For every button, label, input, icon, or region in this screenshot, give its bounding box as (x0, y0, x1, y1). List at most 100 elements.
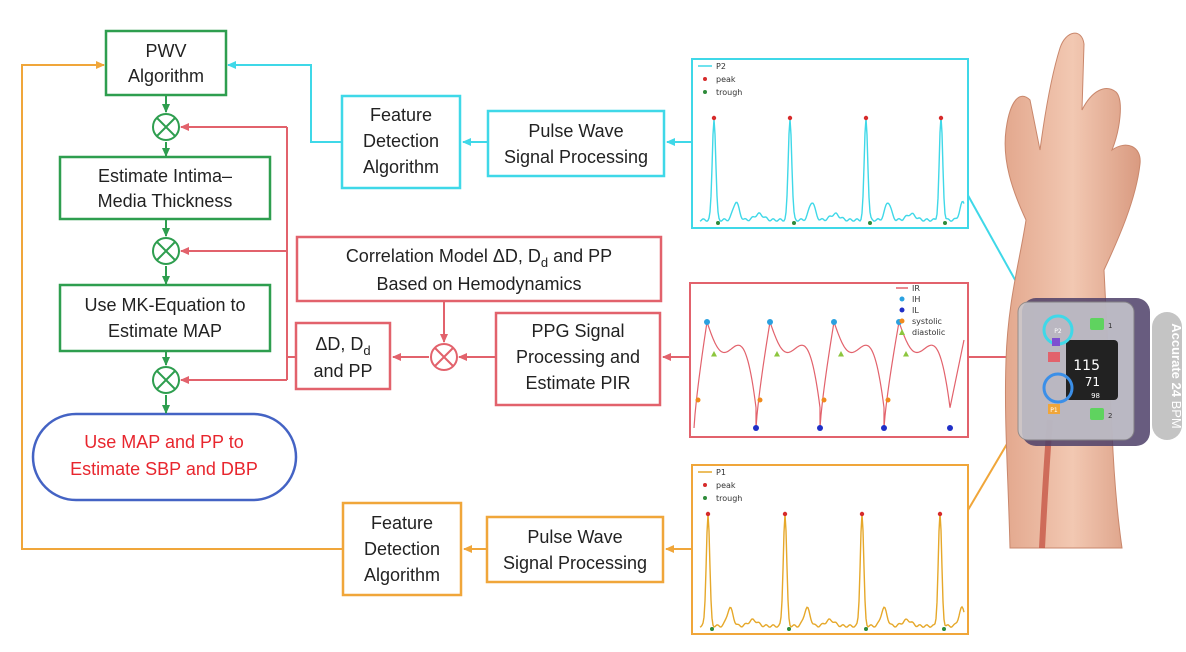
ih-marker (831, 319, 837, 325)
device-reading-3: 98 (1091, 392, 1100, 400)
il-marker (881, 425, 887, 431)
p1-legend-peak: peak (716, 481, 736, 490)
correlation-model-line1: Correlation Model ΔD, Dd and PP (346, 246, 612, 270)
top-feature-detection-line2: Detection (363, 131, 439, 151)
diastolic-marker (838, 351, 844, 357)
p2-markers (711, 115, 947, 225)
top-feature-detection-line3: Algorithm (363, 157, 439, 177)
diastolic-marker (903, 351, 909, 357)
trough-marker (716, 221, 720, 225)
top-signal-processing-line1: Pulse Wave (528, 121, 623, 141)
multiply-node-3 (152, 366, 180, 394)
p2-legend-peak: peak (716, 75, 736, 84)
mk-equation-line1: Use MK-Equation to (84, 295, 245, 315)
trough-marker (943, 221, 947, 225)
top-signal-processing-box: Pulse Wave Signal Processing (486, 109, 666, 178)
ppg-processing-line3: Estimate PIR (525, 373, 630, 393)
systolic-marker (821, 397, 827, 403)
accurate-badge-bold: Accurate 24 (1169, 323, 1184, 397)
correlation-model-subscript: d (541, 255, 548, 270)
accurate-badge: Accurate 24 BPM (1152, 312, 1184, 440)
estimate-imt-line1: Estimate Intima– (98, 166, 232, 186)
sensor-label-p2: P2 (1054, 328, 1062, 335)
trough-marker (710, 627, 714, 631)
multiply-node-2 (152, 237, 180, 265)
peak-marker (859, 511, 865, 517)
final-estimate-line1: Use MAP and PP to (84, 432, 243, 452)
ppg-legend-diastolic: diastolic (912, 328, 945, 337)
ih-marker (704, 319, 710, 325)
p2-waveform-line (699, 116, 965, 223)
accurate-badge-unit: BPM (1169, 397, 1184, 429)
ppg-waveform-line (693, 319, 965, 429)
dd-pp-box: ΔD, Dd and PP (294, 321, 392, 391)
hand-illustration (1004, 32, 1141, 549)
ppg-markers (695, 319, 953, 431)
mk-equation-line2: Estimate MAP (108, 321, 222, 341)
bottom-signal-processing-line1: Pulse Wave (527, 527, 622, 547)
trough-marker (942, 627, 946, 631)
estimate-imt-box: Estimate Intima– Media Thickness (58, 155, 272, 221)
trough-marker (868, 221, 872, 225)
wrist-device: 115 71 98 P2 P1 1 2 (1017, 298, 1150, 446)
peak-marker (705, 511, 711, 517)
ih-marker (767, 319, 773, 325)
dd-pp-line1: ΔD, Dd (315, 334, 370, 358)
device-reading-1: 115 (1073, 358, 1100, 374)
peak-marker (711, 115, 717, 121)
device-reading-2: 71 (1085, 375, 1100, 389)
bottom-feature-detection-line2: Detection (364, 539, 440, 559)
bottom-feature-detection-line1: Feature (371, 513, 433, 533)
top-signal-processing-line2: Signal Processing (504, 147, 648, 167)
correlation-model-prefix: Correlation Model ΔD, D (346, 246, 541, 266)
correlation-model-line2: Based on Hemodynamics (376, 274, 581, 294)
estimate-imt-line2: Media Thickness (98, 191, 233, 211)
dd-pp-prefix: ΔD, D (315, 334, 363, 354)
p2-legend-trough: trough (716, 88, 742, 97)
top-feature-detection-box: Feature Detection Algorithm (340, 94, 462, 190)
ppg-processing-line2: Processing and (516, 347, 640, 367)
bottom-feature-detection-line3: Algorithm (364, 565, 440, 585)
pwv-algorithm-line1: PWV (145, 41, 186, 61)
systolic-marker (885, 397, 891, 403)
ppg-processing-box: PPG Signal Processing and Estimate PIR (494, 311, 662, 407)
sensor-label-2: 2 (1108, 412, 1112, 420)
ppg-legend-ir: IR (912, 284, 920, 293)
ppg-processing-line1: PPG Signal (531, 321, 624, 341)
p1-markers (705, 511, 946, 631)
final-estimate-line2: Estimate SBP and DBP (70, 459, 258, 479)
trough-marker (864, 627, 868, 631)
ppg-legend-systolic: systolic (912, 317, 942, 326)
pwv-algorithm-line2: Algorithm (128, 66, 204, 86)
red-multiply-node (430, 343, 458, 371)
peak-marker (863, 115, 869, 121)
mk-equation-box: Use MK-Equation to Estimate MAP (58, 283, 272, 353)
dd-pp-line2: and PP (313, 361, 372, 381)
trough-marker (787, 627, 791, 631)
peak-marker (787, 115, 793, 121)
sensor-label-1: 1 (1108, 322, 1112, 330)
ppg-legend-ih: IH (912, 295, 920, 304)
bottom-signal-processing-box: Pulse Wave Signal Processing (485, 515, 665, 584)
bottom-signal-processing-line2: Signal Processing (503, 553, 647, 573)
systolic-marker (757, 397, 763, 403)
multiply-node-1 (152, 113, 180, 141)
red-feedback-lines (180, 123, 296, 384)
ppg-legend-il: IL (912, 306, 919, 315)
p1-waveform-line (699, 513, 965, 628)
diastolic-marker (711, 351, 717, 357)
il-marker (753, 425, 759, 431)
orange-feedback-path (21, 61, 343, 550)
trough-marker (792, 221, 796, 225)
p1-legend-series: P1 (716, 468, 726, 477)
final-estimate-box: Use MAP and PP to Estimate SBP and DBP (31, 412, 298, 502)
sensor-label-p1: P1 (1050, 407, 1058, 414)
p2-waveform-panel: P2 peak trough (691, 58, 969, 229)
pwv-algorithm-box: PWV Algorithm (104, 29, 228, 97)
p1-legend-trough: trough (716, 494, 742, 503)
top-feature-detection-line1: Feature (370, 105, 432, 125)
systolic-marker (695, 397, 701, 403)
il-marker (947, 425, 953, 431)
correlation-model-box: Correlation Model ΔD, Dd and PP Based on… (295, 235, 663, 303)
